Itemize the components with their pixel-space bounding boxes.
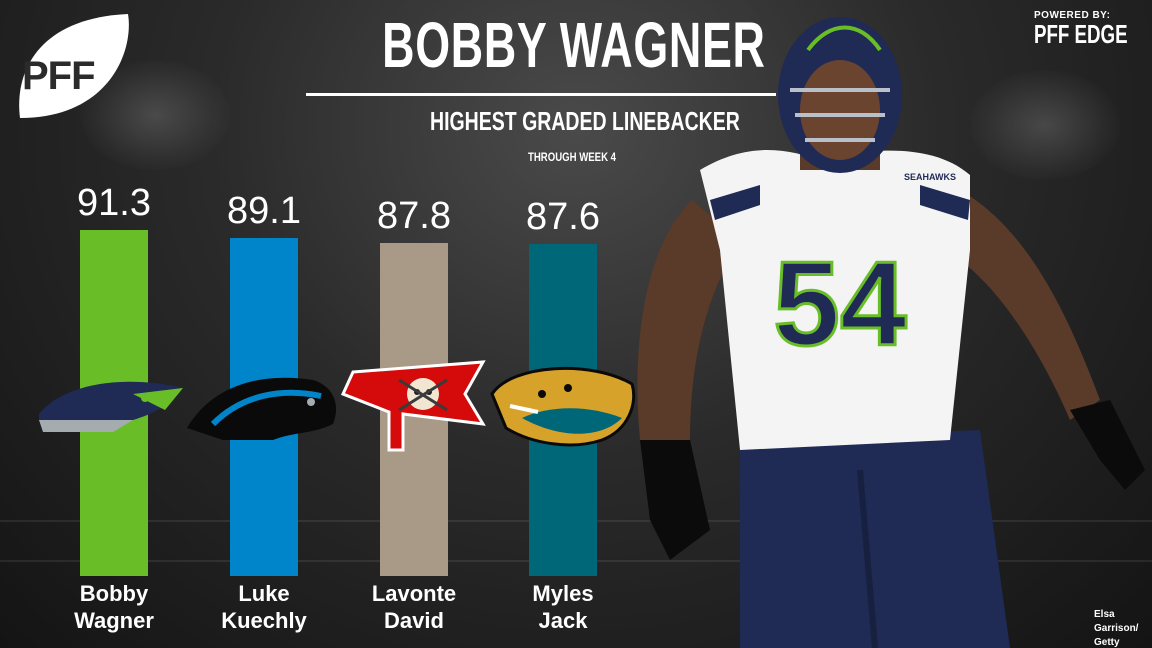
jersey-number: 54	[773, 237, 907, 371]
bar-category-label: Luke Kuechly	[199, 580, 329, 634]
bar-category-label-line: David	[384, 608, 444, 633]
pff-logo-text: PFF	[22, 54, 96, 98]
bar-category-label: Lavonte David	[349, 580, 479, 634]
bar-category-label-line: Bobby	[79, 581, 149, 606]
bar-category-label: Bobby Wagner	[49, 580, 179, 634]
photo-credit: Elsa Garrison/ Getty Images	[1094, 608, 1152, 648]
powered-by: POWERED BY: PFF EDGE	[1034, 10, 1144, 47]
title-divider	[306, 93, 776, 96]
photo-credit-line: Getty Images	[1094, 637, 1120, 648]
bar-value-label: 89.1	[227, 190, 301, 233]
jersey-wordmark: SEAHAWKS	[904, 172, 956, 182]
jaguars-logo-icon	[490, 366, 636, 447]
bar-category-label: Myles Jack	[498, 580, 628, 634]
buccaneers-logo-icon	[340, 360, 486, 452]
pff-logo: PFF	[10, 10, 136, 130]
bar-category-label-line: Kuechly	[221, 608, 307, 633]
bar-value-label: 91.3	[77, 182, 151, 224]
bar-value-label: 87.6	[526, 196, 600, 239]
bar-category-label-line: Jack	[538, 608, 588, 633]
seahawks-logo-icon	[39, 381, 183, 432]
panthers-logo-icon	[187, 377, 337, 440]
powered-by-label: POWERED BY:	[1034, 10, 1111, 21]
player-image: 54 SEAHAWKS	[637, 17, 1145, 648]
bar-category-label-line: Luke	[238, 581, 290, 606]
bar-category-label-line: Myles	[532, 581, 594, 606]
photo-credit-line: Elsa Garrison/	[1094, 609, 1139, 634]
brand-name: PFF EDGE	[1034, 19, 1128, 49]
football-icon	[19, 14, 129, 118]
bar-category-label-line: Wagner	[74, 608, 154, 633]
bar-category-label-line: Lavonte	[371, 581, 457, 606]
through-week-label: THROUGH WEEK 4	[528, 150, 617, 164]
bar-value-label: 87.8	[377, 195, 451, 238]
page-title: BOBBY WAGNER	[382, 9, 766, 81]
stadium-light-right	[970, 70, 1120, 180]
chart-subtitle: HIGHEST GRADED LINEBACKER	[430, 106, 740, 136]
